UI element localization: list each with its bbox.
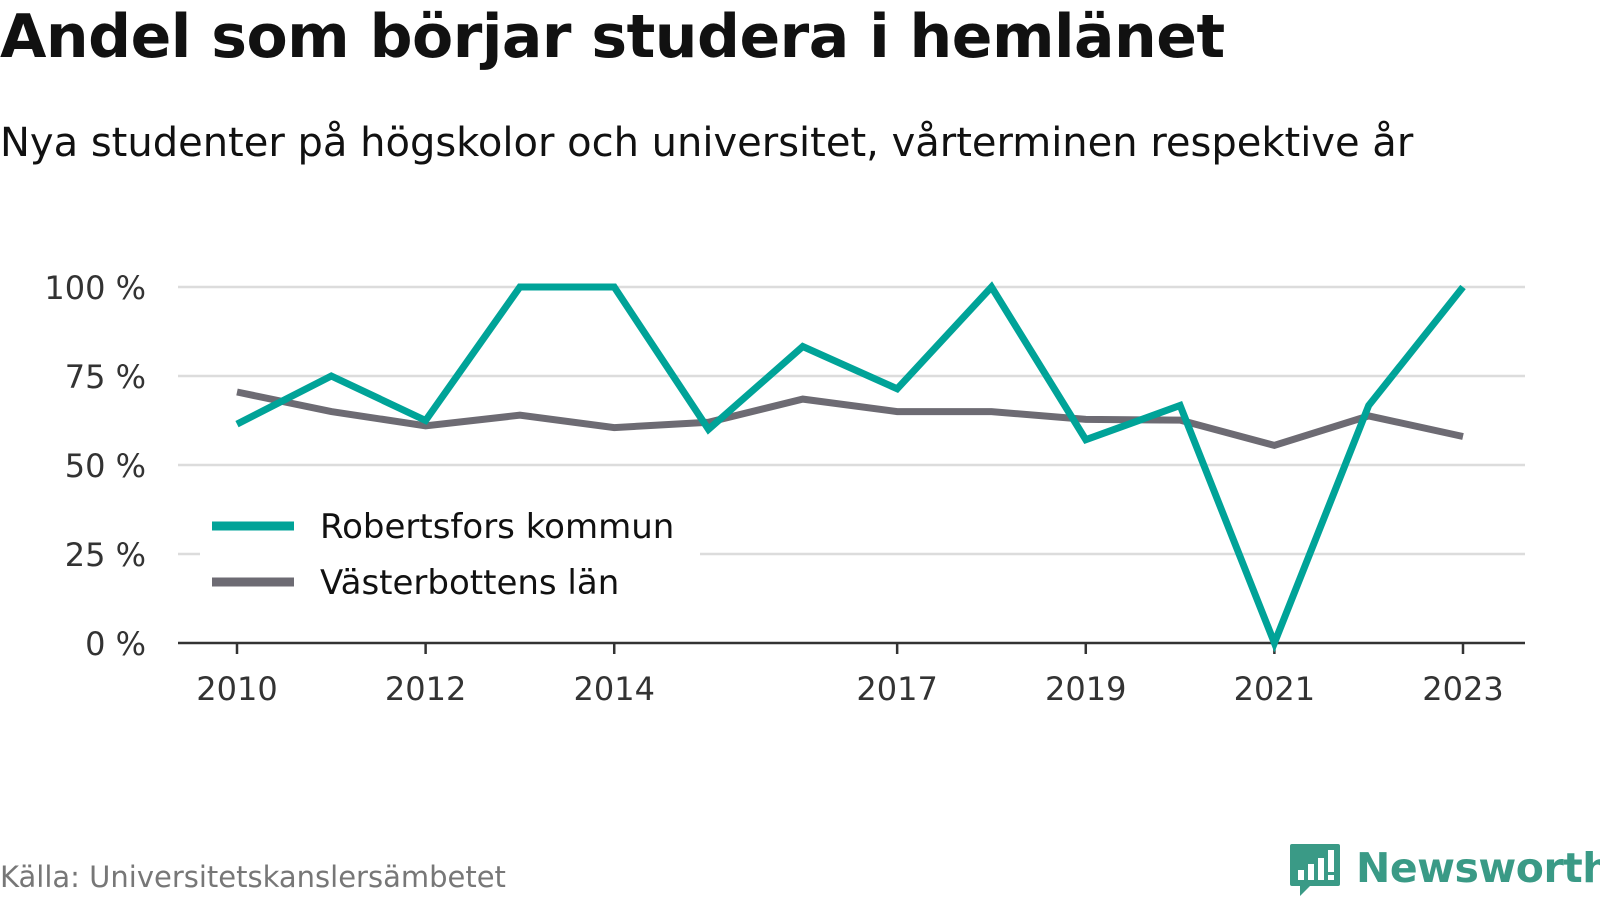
series-line-vasterbotten [236,388,1464,450]
y-tick-label: 25 % [65,536,146,574]
x-tick-label: 2019 [1045,670,1126,708]
y-tick-label: 100 % [44,269,146,307]
chart-title: Andel som börjar studera i hemlänet [0,2,1225,72]
x-tick-label: 2010 [196,670,277,708]
newsworthy-logo-icon [1290,844,1340,896]
x-tick-label: 2023 [1422,670,1503,708]
x-tick-label: 2014 [574,670,655,708]
y-tick-label: 0 % [85,625,146,663]
legend-label: Västerbottens län [320,563,619,603]
x-tick-label: 2012 [385,670,466,708]
y-tick-label: 75 % [65,358,146,396]
series-line-robertsfors [235,281,1466,653]
x-tick-label: 2017 [856,670,937,708]
chart-subtitle: Nya studenter på högskolor och universit… [0,120,1414,166]
source-label: Källa: Universitetskanslersämbetet [0,860,506,894]
x-tick-label: 2021 [1234,670,1315,708]
legend-label: Robertsfors kommun [320,507,674,547]
legend-background [200,500,700,608]
brand-name: Newsworthy [1356,844,1600,892]
y-tick-label: 50 % [65,447,146,485]
